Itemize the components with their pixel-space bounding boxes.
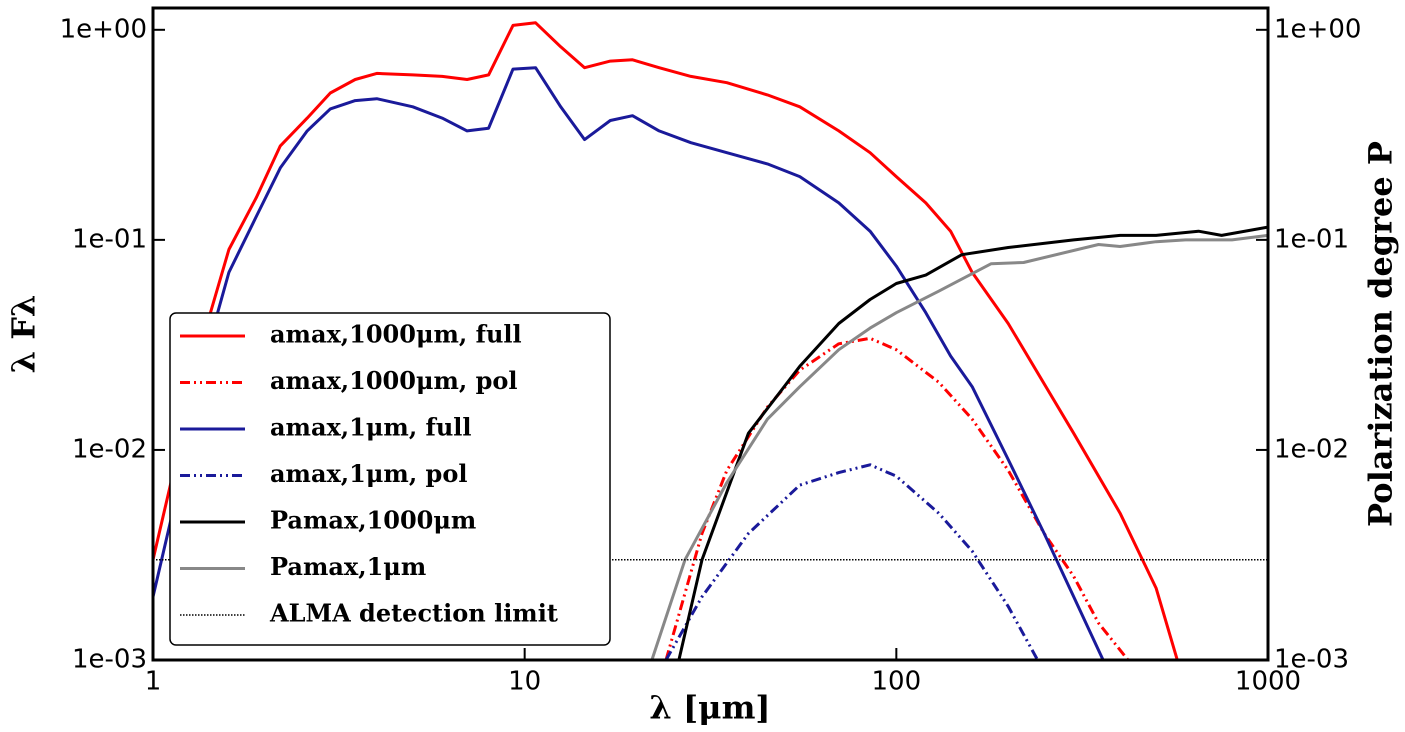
plot-frame [151,6,1270,662]
legend-label: amax,1000μm, pol [270,366,518,395]
x-tick-label: 100 [872,667,922,697]
legend-label: Pamax,1000μm [270,506,476,535]
series-line [153,66,1105,660]
y-tick-label: 1e-01 [72,224,147,254]
y2-tick-label: 1e+00 [1274,14,1361,44]
legend-label: Pamax,1μm [270,552,426,581]
legend-box [169,312,611,646]
series-line [664,336,1130,660]
plot-lines [153,21,1268,660]
x-tick-label: 10 [508,667,541,697]
y2-axis-label: Polarization degree P [1362,141,1400,527]
series-line [650,233,1268,660]
series-line [677,225,1268,660]
series-line [153,21,1179,660]
legend-label: ALMA detection limit [269,599,558,628]
y2-tick-label: 1e-03 [1274,645,1349,675]
y-tick-label: 1e-02 [72,434,147,464]
y2-tick-label: 1e-02 [1274,434,1349,464]
y2-tick-label: 1e-01 [1274,224,1349,254]
y-tick-label: 1e+00 [60,14,147,44]
legend-label: amax,1μm, full [270,413,472,442]
legend-label: amax,1000μm, full [270,320,522,349]
y-axis-label: λ Fλ [5,295,43,374]
series-line [664,463,1039,660]
x-tick-label: 1 [145,667,162,697]
legend-label: amax,1μm, pol [270,459,467,488]
y-tick-label: 1e-03 [72,645,147,675]
x-tick-label: 1000 [1235,667,1301,697]
x-axis-label: λ [μm] [649,689,770,727]
